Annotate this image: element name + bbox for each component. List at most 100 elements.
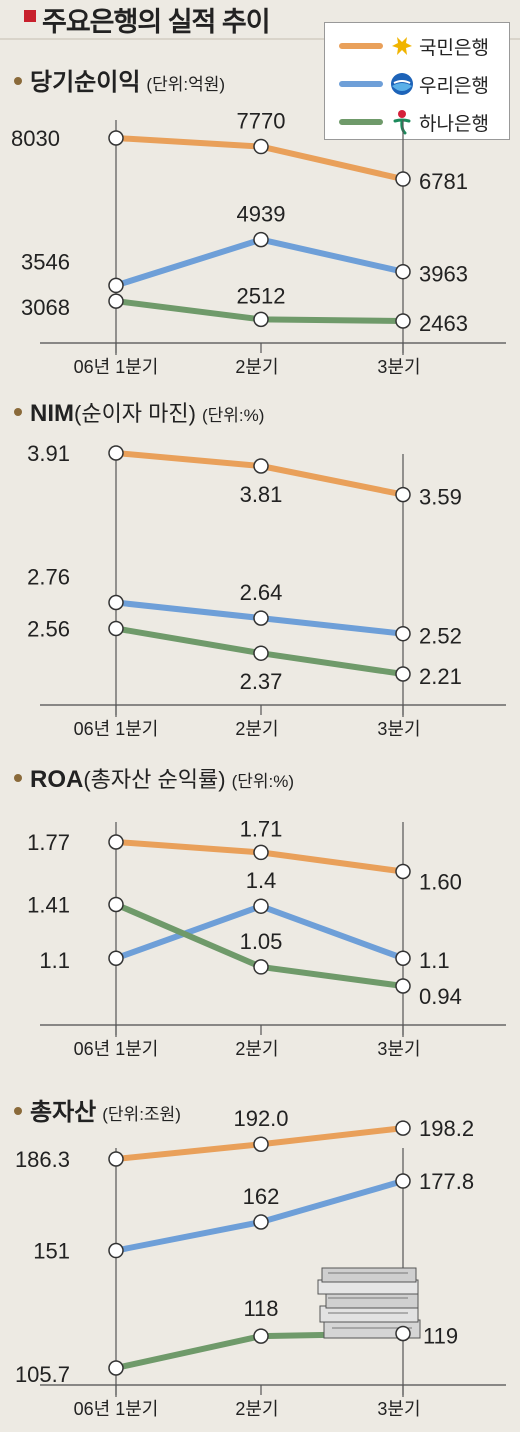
bullet-icon [14, 408, 22, 417]
data-label-woori: 3963 [419, 262, 468, 287]
data-point-kookmin [108, 1151, 124, 1167]
data-label-kookmin: 1.60 [419, 869, 462, 894]
data-point-hana [395, 1325, 411, 1342]
x-tick-label: 06년 1분기 [74, 1039, 159, 1059]
data-label-woori: 177.8 [419, 1169, 474, 1194]
data-label-woori: 1.4 [246, 868, 277, 893]
data-label-hana: 3068 [21, 295, 70, 320]
data-point-hana [395, 313, 411, 329]
data-label-woori: 4939 [237, 202, 286, 227]
legend-item-hana: 하나은행 [325, 103, 511, 139]
data-label-hana: 2.56 [27, 617, 70, 642]
legend-label-hana: 하나은행 [419, 114, 489, 135]
data-point-woori [253, 898, 269, 914]
data-point-kookmin [395, 486, 411, 503]
data-point-woori [108, 594, 124, 611]
data-point-woori [108, 277, 124, 294]
data-label-kookmin: 7770 [237, 109, 286, 134]
data-label-kookmin: 192.0 [233, 1106, 288, 1131]
data-label-hana: 0.94 [419, 984, 462, 1009]
data-label-hana: 2.37 [240, 669, 283, 694]
data-point-kookmin [253, 458, 269, 474]
data-label-hana: 1.41 [27, 892, 70, 917]
data-point-hana [253, 645, 269, 661]
data-point-hana [108, 620, 124, 637]
title-marker [24, 10, 36, 22]
legend-label-kookmin: 국민은행 [419, 38, 489, 59]
data-label-woori: 2.64 [240, 580, 283, 605]
x-tick-label: 3분기 [377, 1039, 420, 1059]
legend-label-woori: 우리은행 [419, 76, 489, 97]
data-label-kookmin: 6781 [419, 169, 468, 194]
x-tick-label: 06년 1분기 [74, 719, 159, 739]
data-point-kookmin [253, 138, 269, 155]
data-point-hana [108, 896, 124, 913]
hana-bank-logo-icon [393, 110, 411, 135]
data-point-kookmin [253, 1136, 269, 1152]
data-point-hana [253, 311, 269, 328]
bullet-icon [14, 1107, 22, 1116]
data-label-kookmin: 198.2 [419, 1116, 474, 1141]
x-tick-label: 3분기 [377, 1399, 420, 1419]
data-point-hana [253, 1328, 269, 1344]
x-tick-label: 2분기 [235, 1039, 278, 1059]
bullet-icon [14, 77, 22, 86]
data-point-kookmin [108, 445, 124, 461]
data-point-kookmin [395, 1120, 411, 1136]
section-title-total-assets: 총자산 (단위:조원) [14, 1092, 181, 1127]
data-label-hana: 2463 [419, 311, 468, 336]
title-divider [0, 38, 520, 40]
data-label-woori: 2.52 [419, 624, 462, 649]
x-tick-label: 06년 1분기 [74, 1399, 159, 1419]
section-title-roa: ROA(총자산 순익률) (단위:%) [14, 762, 294, 794]
page-title-bar: 주요은행의 실적 추이 [0, 0, 520, 40]
data-point-woori [253, 1214, 269, 1230]
data-point-woori [108, 950, 124, 966]
data-point-woori [253, 610, 269, 626]
kb-star-logo-icon [392, 37, 412, 55]
x-tick-label: 06년 1분기 [74, 357, 159, 377]
chart-net-income: 06년 1분기 2분기 3분기 8030 7770 6781 3546 4939 3963 306… [11, 109, 506, 377]
x-tick-label: 2분기 [235, 357, 278, 377]
x-tick-label: 3분기 [377, 719, 420, 739]
page-title: 주요은행의 실적 추이 [42, 7, 271, 37]
data-point-hana [395, 666, 411, 682]
data-point-woori [395, 625, 411, 642]
woori-bank-logo-icon [391, 73, 413, 95]
data-point-woori [395, 263, 411, 280]
chart-nim: 06년 1분기 2분기 3분기 3.91 3.81 3.59 2.76 2.64 2.52 2.5… [27, 441, 506, 739]
section-title-nim: NIM(순이자 마진) (단위:%) [14, 396, 264, 428]
data-label-kookmin: 1.71 [240, 816, 283, 841]
chart-roa: 06년 1분기 2분기 3분기 1.77 1.71 1.60 1.1 1.4 1.1 1.41 1.… [27, 816, 506, 1059]
data-label-woori: 1.1 [39, 948, 70, 973]
data-point-hana [395, 978, 411, 994]
data-label-kookmin: 3.91 [27, 441, 70, 466]
data-point-kookmin [108, 130, 124, 146]
data-point-woori [108, 1242, 124, 1259]
data-label-kookmin: 8030 [11, 126, 60, 151]
data-point-kookmin [108, 834, 124, 850]
data-point-kookmin [395, 863, 411, 880]
legend: 국민은행 우리은행 하나은행 [324, 22, 510, 140]
data-label-kookmin: 1.77 [27, 830, 70, 855]
data-label-hana: 1.05 [240, 929, 283, 954]
chart-total-assets: 06년 1분기 2분기 3분기 186.3 192.0 198.2 151 162 177.8… [15, 1106, 506, 1419]
data-point-hana [108, 1360, 124, 1376]
data-label-hana: 2512 [237, 283, 286, 308]
data-label-hana: 105.7 [15, 1362, 70, 1387]
data-point-hana [108, 293, 124, 309]
data-label-hana: 2.21 [419, 664, 462, 689]
bullet-icon [14, 774, 22, 783]
data-label-hana: 119 [423, 1324, 458, 1349]
legend-swatch-woori [339, 81, 383, 87]
x-tick-label: 2분기 [235, 719, 278, 739]
data-label-kookmin: 3.81 [240, 482, 283, 507]
money-stack-illustration [317, 1267, 421, 1339]
data-label-hana: 118 [243, 1296, 278, 1321]
section-title-net-income: 당기순이익 (단위:억원) [14, 62, 225, 97]
data-point-woori [395, 950, 411, 966]
data-point-kookmin [253, 844, 269, 861]
data-point-woori [395, 1173, 411, 1189]
legend-item-kookmin: 국민은행 [325, 27, 511, 63]
